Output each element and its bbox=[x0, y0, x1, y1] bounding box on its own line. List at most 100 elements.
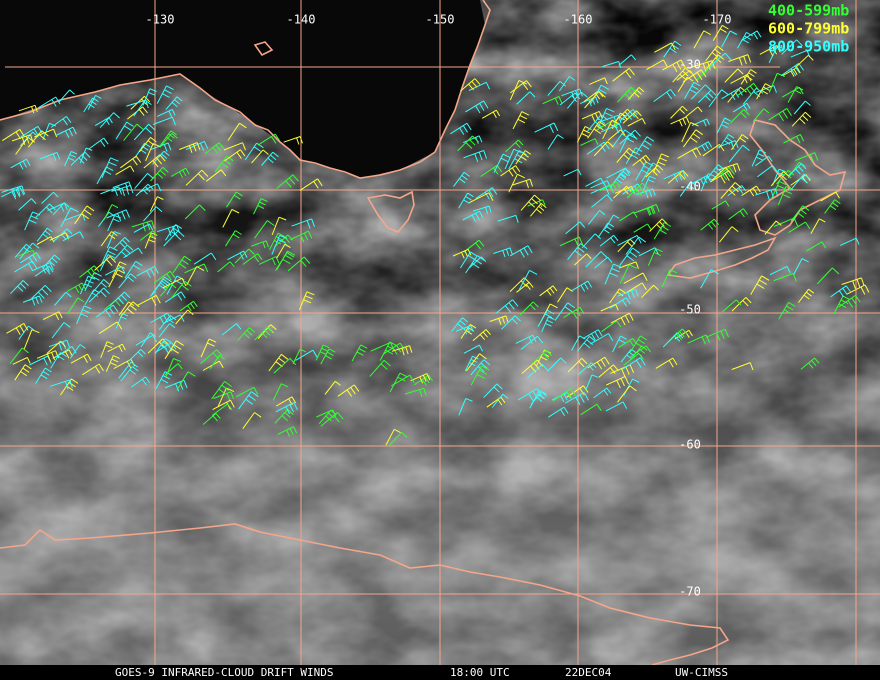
wind-barb bbox=[597, 107, 615, 129]
latitude-label: -60 bbox=[679, 438, 701, 452]
wind-barb bbox=[712, 24, 729, 42]
wind-barb bbox=[160, 130, 177, 146]
wind-barb bbox=[780, 62, 805, 77]
wind-barb bbox=[238, 391, 259, 410]
wind-barb bbox=[489, 315, 509, 325]
wind-barb bbox=[512, 178, 533, 188]
wind-barb bbox=[242, 412, 262, 429]
wind-barb bbox=[250, 240, 269, 249]
wind-barb bbox=[617, 385, 637, 403]
wind-barb bbox=[316, 409, 337, 418]
wind-barb bbox=[769, 265, 791, 276]
wind-barb bbox=[455, 325, 474, 335]
wind-barb bbox=[727, 86, 747, 103]
wind-barb bbox=[731, 362, 754, 371]
wind-barb bbox=[164, 379, 188, 392]
wind-barb bbox=[653, 153, 669, 173]
latitude-label: -40 bbox=[679, 180, 701, 194]
wind-barb bbox=[633, 223, 652, 233]
wind-barb bbox=[9, 347, 29, 365]
wind-barb bbox=[36, 227, 53, 242]
wind-barb bbox=[157, 224, 180, 237]
wind-barb bbox=[619, 109, 638, 122]
australia-coast bbox=[0, 0, 491, 179]
wind-barb bbox=[567, 243, 588, 261]
antarctica-coast bbox=[0, 523, 730, 666]
wind-barb bbox=[12, 357, 31, 365]
wind-barb bbox=[585, 251, 608, 268]
wind-barb bbox=[217, 387, 235, 408]
wind-barb bbox=[516, 91, 536, 105]
wind-barb bbox=[593, 141, 614, 157]
wind-barb bbox=[705, 328, 729, 341]
wind-barb bbox=[96, 304, 119, 318]
wind-barb bbox=[165, 358, 181, 378]
wind-barb bbox=[598, 364, 619, 378]
wind-barb bbox=[164, 340, 184, 360]
wind-barb bbox=[35, 367, 52, 384]
wind-barb bbox=[223, 142, 246, 151]
wind-barb bbox=[143, 206, 163, 222]
wind-barb bbox=[558, 75, 576, 92]
wind-barb bbox=[599, 234, 619, 247]
wind-barb bbox=[337, 384, 360, 397]
wind-barb bbox=[42, 122, 57, 141]
wind-barb bbox=[139, 230, 158, 241]
wind-barb bbox=[82, 363, 104, 376]
wind-barb bbox=[291, 218, 315, 229]
wind-barb bbox=[798, 288, 815, 303]
wind-barb bbox=[740, 69, 757, 85]
wind-barb bbox=[271, 216, 287, 236]
wind-barb bbox=[691, 174, 711, 186]
wind-barb bbox=[661, 269, 678, 288]
wind-barb bbox=[654, 42, 676, 53]
wind-barb bbox=[290, 230, 313, 243]
wind-barb bbox=[728, 54, 752, 66]
wind-barb bbox=[653, 222, 672, 240]
wind-barb bbox=[682, 69, 707, 83]
wind-barb bbox=[106, 209, 130, 222]
wind-barb bbox=[251, 149, 269, 164]
wind-barb bbox=[777, 186, 794, 206]
wind-barb bbox=[791, 111, 812, 127]
wind-barb bbox=[115, 165, 135, 176]
wind-barb bbox=[497, 214, 519, 223]
wind-barb bbox=[134, 142, 151, 158]
wind-barb bbox=[627, 87, 645, 101]
wind-barb bbox=[96, 166, 114, 185]
wind-barb bbox=[846, 284, 870, 295]
wind-barb bbox=[379, 341, 398, 361]
wind-barb bbox=[276, 174, 299, 189]
wind-barb bbox=[315, 344, 330, 361]
wind-barb bbox=[574, 253, 592, 266]
wind-barb bbox=[687, 334, 710, 345]
wind-barb bbox=[79, 147, 93, 164]
wind-barb bbox=[508, 150, 527, 170]
wind-barb bbox=[838, 294, 861, 308]
wind-barb bbox=[587, 356, 610, 370]
wind-barb bbox=[211, 403, 233, 416]
wind-barb bbox=[42, 254, 61, 269]
longitude-label: -170 bbox=[703, 13, 732, 27]
wind-barb bbox=[149, 196, 164, 212]
wind-barb bbox=[582, 329, 603, 341]
wind-barb bbox=[679, 181, 697, 197]
wind-barb bbox=[629, 335, 648, 353]
wind-barb bbox=[509, 80, 527, 101]
wind-barb bbox=[179, 142, 201, 153]
australia-land bbox=[0, 0, 485, 178]
wind-barb bbox=[100, 186, 123, 196]
wind-barb bbox=[32, 262, 54, 274]
wind-barb bbox=[741, 30, 762, 42]
wind-barb bbox=[620, 348, 637, 363]
wind-barb bbox=[768, 107, 792, 122]
latitude-label: -30 bbox=[679, 58, 701, 72]
wind-barb bbox=[653, 88, 676, 103]
wind-barb bbox=[491, 393, 509, 408]
tasmania-coast bbox=[366, 190, 415, 233]
wind-barb bbox=[287, 256, 311, 272]
wind-barb bbox=[705, 45, 724, 62]
wind-barb bbox=[755, 188, 779, 200]
wind-barb bbox=[590, 333, 614, 345]
